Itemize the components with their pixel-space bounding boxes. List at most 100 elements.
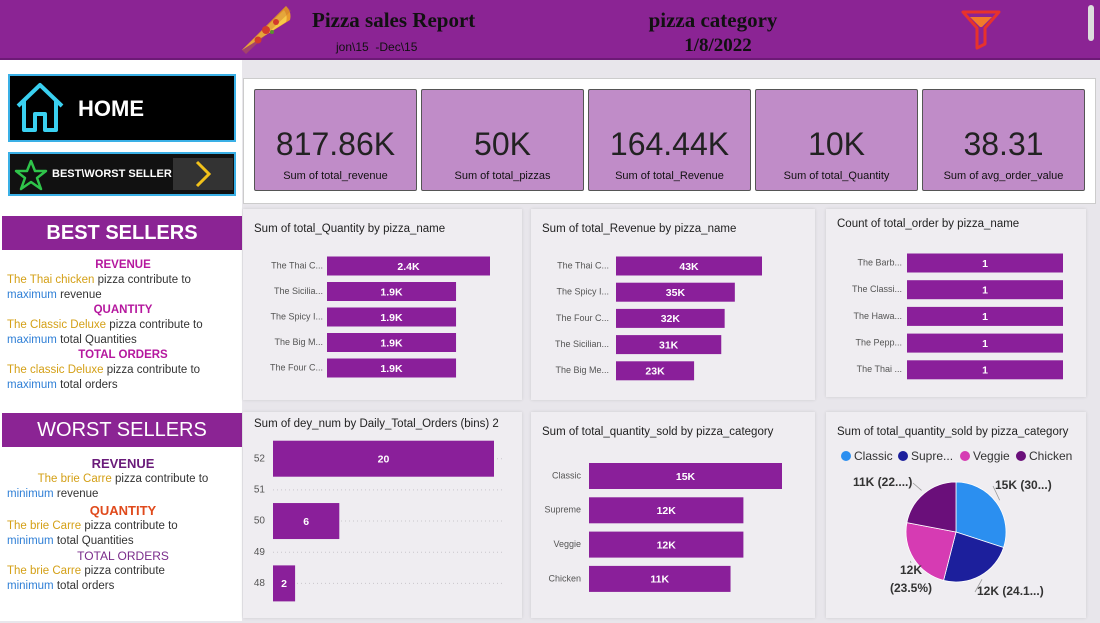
pizza-name: The brie Carre <box>37 473 112 485</box>
bar <box>273 440 494 477</box>
qualifier: minimum <box>7 488 54 500</box>
kpi-value: 10K <box>808 126 865 162</box>
bar <box>616 335 722 355</box>
data-label: 15K (30...) <box>995 478 1052 492</box>
measure: revenue <box>56 488 99 500</box>
data-label: 23K <box>645 366 665 378</box>
bar <box>327 358 457 378</box>
pizza-name: The Thai chicken <box>7 274 95 286</box>
leader-line <box>992 485 1001 501</box>
chart-panel: Sum of total_Revenue by pizza_name The Th… <box>531 209 815 400</box>
item-line: The brie Carre pizza contribute to <box>7 472 239 487</box>
category-label: The Pepp... <box>855 337 902 347</box>
kpi-label: Sum of total_pizzas <box>454 170 551 182</box>
filter-label: pizza category <box>648 8 778 32</box>
best-sellers-title: BEST SELLERS <box>2 216 242 250</box>
bar <box>907 306 1063 326</box>
data-label: 1 <box>982 338 988 350</box>
qualifier: maximum <box>7 379 57 391</box>
chart: Sum of dey_num by Daily_Total_Orders (bi… <box>254 418 502 602</box>
leader-line <box>974 579 983 593</box>
data-label: 12K (23.5%) <box>890 563 932 595</box>
header-bar: Pizza sales Report jon\15 -Dec\15 pizza … <box>0 0 1100 60</box>
chart: Sum of total_Revenue by pizza_name The Th… <box>542 223 762 381</box>
category-label: Veggie <box>553 539 581 549</box>
pizza-name: The Classic Deluxe <box>7 319 107 331</box>
filter-icon[interactable] <box>960 8 1002 50</box>
item-line: minimum total Quantities <box>7 534 239 549</box>
chart: Sum of total_Quantity by pizza_name The T… <box>254 223 490 378</box>
bar <box>327 333 457 352</box>
item-heading: TOTAL ORDERS <box>78 349 168 361</box>
legend-swatch <box>841 451 851 461</box>
data-label: 12K <box>657 539 677 551</box>
chart-title: Sum of total_Quantity by pizza_name <box>254 223 445 235</box>
legend-swatch <box>1016 451 1026 461</box>
bar <box>616 256 762 276</box>
legend-label: Veggie <box>973 449 1010 463</box>
pizza-name: The brie Carre <box>7 565 82 577</box>
data-label: 11K (22....) <box>853 475 912 489</box>
bar <box>907 280 1063 300</box>
data-label: 43K <box>679 261 699 273</box>
item-heading: TOTAL ORDERS <box>77 549 169 563</box>
pizza-name: The classic Deluxe <box>7 364 104 376</box>
measure: total Quantities <box>60 334 137 346</box>
leader-line <box>910 560 912 564</box>
measure: total orders <box>60 379 118 391</box>
report-period: jon\15 -Dec\15 <box>336 40 418 54</box>
pizza-icon <box>242 6 291 54</box>
home-button[interactable]: HOME <box>8 74 236 142</box>
legend-swatch <box>898 451 908 461</box>
chart-title: Sum of total_quantity_sold by pizza_cate… <box>837 426 1069 438</box>
chevron-box <box>173 158 233 190</box>
data-label: 1 <box>982 365 988 377</box>
category-label: The Four C... <box>556 313 609 323</box>
chart-panel: Sum of total_quantity_sold by pizza_cate… <box>826 412 1086 618</box>
legend-label: Chicken <box>1029 449 1072 463</box>
kpi-card: 50K Sum of total_pizzas <box>421 89 584 191</box>
seller-item: QUANTITY The Classic Deluxe pizza contribu… <box>7 303 239 348</box>
home-label: HOME <box>78 96 144 121</box>
scrollbar[interactable] <box>1088 5 1094 41</box>
kpi-label: Sum of total_revenue <box>283 170 388 182</box>
category-label: The Thai ... <box>857 364 902 374</box>
kpi-label: Sum of total_Revenue <box>615 170 724 182</box>
chart-panel: Sum of total_quantity_sold by pizza_cate… <box>531 412 815 618</box>
data-label: 31K <box>659 339 679 351</box>
kpi-card: 817.86K Sum of total_revenue <box>254 89 417 191</box>
item-line: The brie Carre pizza contribute to <box>7 519 239 534</box>
measure: total orders <box>56 580 115 592</box>
data-label: 1 <box>982 258 988 270</box>
category-label: The Big Me... <box>555 365 609 375</box>
chart-panel: Sum of total_Quantity by pizza_name The T… <box>243 209 522 400</box>
bar <box>616 361 695 381</box>
data-label: 2 <box>281 578 287 590</box>
bar <box>589 565 731 592</box>
item-heading: REVENUE <box>95 259 151 271</box>
data-label: 1.9K <box>380 337 403 349</box>
category-label: The Big M... <box>274 337 323 347</box>
best-worst-button[interactable]: BEST\WORST SELLER <box>8 152 236 196</box>
y-tick-label: 50 <box>254 516 266 527</box>
legend-label: Supre... <box>911 449 953 463</box>
qualifier: maximum <box>7 334 57 346</box>
category-label: Chicken <box>548 573 581 583</box>
seller-item: REVENUE The Thai chicken pizza contribute … <box>7 258 239 303</box>
worst-sellers-title: WORST SELLERS <box>2 413 242 447</box>
kpi-card: 164.44K Sum of total_Revenue <box>588 89 751 191</box>
kpi-label: Sum of avg_order_value <box>943 170 1064 182</box>
chevron-icon <box>195 160 212 188</box>
bar <box>907 333 1063 353</box>
item-line: The brie Carre pizza contribute <box>7 564 239 579</box>
qualifier: minimum <box>7 535 54 547</box>
qualifier: minimum <box>7 580 54 592</box>
category-label: The Classi... <box>852 284 902 294</box>
item-line: The Classic Deluxe pizza contribute to <box>7 318 239 333</box>
category-label: The Spicy I... <box>270 311 323 321</box>
category-label: The Sicilian... <box>555 339 609 349</box>
home-icon <box>16 83 64 132</box>
item-line: maximum total orders <box>7 378 239 393</box>
pie-slice <box>955 481 1007 548</box>
